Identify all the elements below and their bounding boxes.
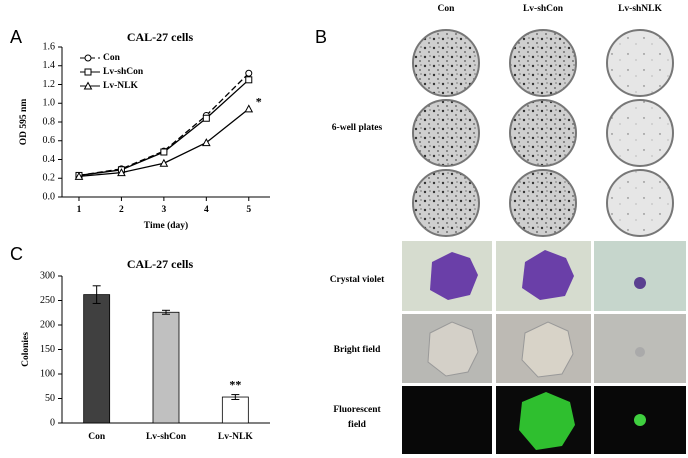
- x-tick-label: 5: [246, 205, 251, 215]
- bar: [152, 311, 180, 424]
- annotation: **: [229, 377, 241, 391]
- y-tick-label: 0: [50, 417, 55, 428]
- y-tick-label: 1.6: [43, 41, 56, 52]
- chart-title: CAL-27 cells: [127, 30, 194, 44]
- y-tick-label: 50: [45, 393, 55, 404]
- marker: [244, 104, 254, 113]
- legend-label: Lv-NLK: [103, 81, 138, 91]
- row-label: Crystal violet: [330, 275, 385, 285]
- y-tick-label: 0.0: [43, 191, 56, 202]
- x-axis-title: Time (day): [144, 220, 188, 231]
- legend-marker: [84, 68, 92, 76]
- x-tick-label: 2: [119, 205, 124, 215]
- bar: [221, 396, 249, 424]
- y-tick-label: 0.2: [43, 173, 56, 184]
- column-label: Con: [438, 4, 456, 14]
- y-tick-label: 0.6: [43, 135, 56, 146]
- y-tick-label: 1.0: [43, 98, 56, 109]
- y-tick-label: 1.2: [43, 79, 56, 90]
- legend-marker: [83, 81, 93, 90]
- y-tick-label: 150: [40, 344, 55, 355]
- panel-label: A: [10, 27, 22, 47]
- marker: [202, 114, 210, 122]
- y-axis-title: OD 595 nm: [19, 99, 29, 146]
- row-label: field: [348, 420, 367, 430]
- marker: [160, 148, 168, 156]
- legend-label: Con: [103, 53, 121, 63]
- x-tick-label: 3: [162, 205, 167, 215]
- row-label: Fluorescent: [333, 405, 381, 415]
- y-axis-title: Colonies: [21, 332, 31, 367]
- x-tick-label: 1: [77, 205, 82, 215]
- x-tick-label: Lv-NLK: [218, 432, 253, 442]
- legend-label: Lv-shCon: [103, 67, 144, 77]
- y-tick-label: 200: [40, 319, 55, 330]
- y-tick-label: 250: [40, 295, 55, 306]
- marker: [201, 138, 211, 147]
- chart-title: CAL-27 cells: [127, 257, 194, 271]
- marker: [74, 171, 84, 180]
- bar: [83, 294, 111, 424]
- marker: [245, 76, 253, 84]
- marker: [159, 158, 169, 167]
- column-label: Lv-shCon: [523, 4, 564, 14]
- annotation: *: [256, 95, 262, 109]
- column-label: Lv-shNLK: [618, 4, 662, 14]
- panel-label: C: [10, 244, 23, 264]
- y-tick-label: 100: [40, 368, 55, 379]
- marker: [245, 69, 253, 77]
- x-tick-label: 4: [204, 205, 209, 215]
- x-tick-label: Con: [88, 432, 106, 442]
- y-tick-label: 1.4: [43, 60, 56, 71]
- x-tick-label: Lv-shCon: [146, 432, 187, 442]
- y-tick-label: 300: [40, 270, 55, 281]
- y-tick-label: 0.4: [43, 154, 56, 165]
- plates: Con Lv-shCon Lv-shNLK 6-well plates Crys…: [330, 4, 686, 454]
- row-label: 6-well plates: [332, 123, 383, 133]
- panel-label: B: [315, 27, 327, 47]
- legend-marker: [84, 54, 92, 62]
- y-tick-label: 0.8: [43, 116, 56, 127]
- marker: [117, 168, 126, 177]
- row-label: Bright field: [334, 345, 381, 355]
